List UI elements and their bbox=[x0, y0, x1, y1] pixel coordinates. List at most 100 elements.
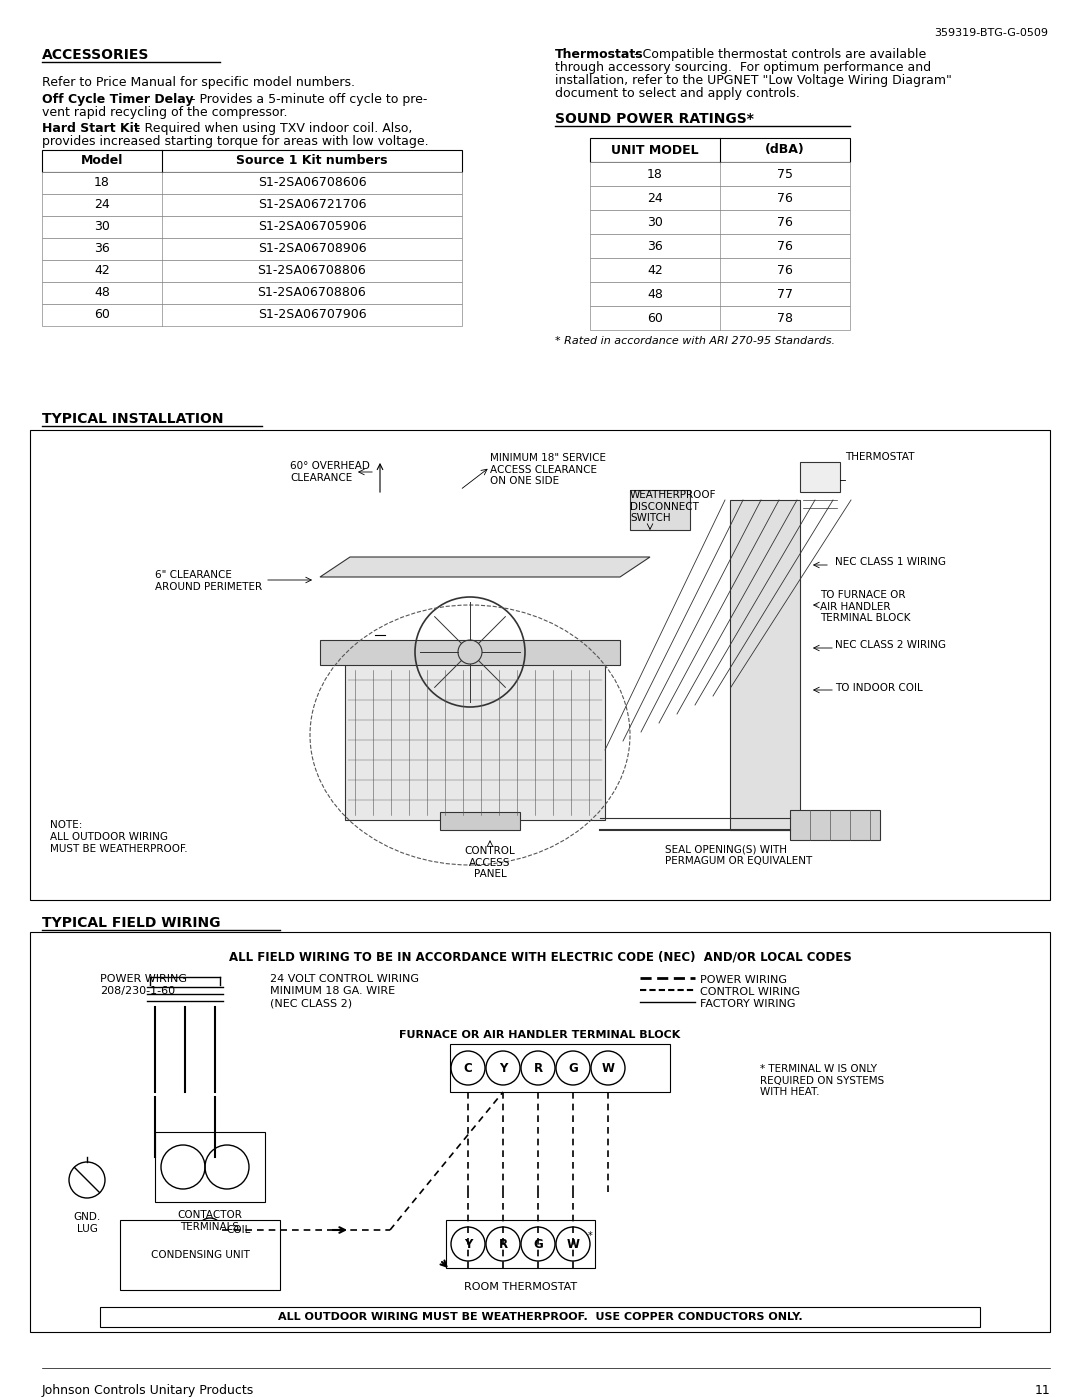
Text: - Provides a 5-minute off cycle to pre-: - Provides a 5-minute off cycle to pre- bbox=[187, 94, 428, 106]
Text: Refer to Price Manual for specific model numbers.: Refer to Price Manual for specific model… bbox=[42, 75, 355, 89]
Text: UNIT MODEL: UNIT MODEL bbox=[611, 144, 699, 156]
Text: 60: 60 bbox=[647, 312, 663, 324]
Bar bbox=[42, 149, 462, 172]
Text: ROOM THERMOSTAT: ROOM THERMOSTAT bbox=[464, 1282, 577, 1292]
Text: 36: 36 bbox=[94, 243, 110, 256]
Text: 30: 30 bbox=[647, 215, 663, 229]
Text: ALL OUTDOOR WIRING: ALL OUTDOOR WIRING bbox=[50, 833, 168, 842]
Text: COIL: COIL bbox=[226, 1225, 251, 1235]
Text: 24: 24 bbox=[647, 191, 663, 204]
Bar bbox=[450, 1044, 670, 1092]
Text: R: R bbox=[499, 1238, 508, 1250]
Bar bbox=[42, 260, 462, 282]
Text: Off Cycle Timer Delay: Off Cycle Timer Delay bbox=[42, 94, 193, 106]
Bar bbox=[590, 138, 850, 162]
Bar bbox=[42, 305, 462, 326]
Text: through accessory sourcing.  For optimum performance and: through accessory sourcing. For optimum … bbox=[555, 61, 931, 74]
Bar bbox=[30, 932, 1050, 1331]
Text: installation, refer to the UPGNET "Low Voltage Wiring Diagram": installation, refer to the UPGNET "Low V… bbox=[555, 74, 951, 87]
Bar bbox=[590, 282, 850, 306]
Text: Johnson Controls Unitary Products: Johnson Controls Unitary Products bbox=[42, 1384, 254, 1397]
Text: G: G bbox=[534, 1238, 543, 1250]
Polygon shape bbox=[730, 500, 800, 830]
Text: S1-2SA06705906: S1-2SA06705906 bbox=[258, 221, 366, 233]
Polygon shape bbox=[320, 640, 620, 665]
Text: MINIMUM 18" SERVICE
ACCESS CLEARANCE
ON ONE SIDE: MINIMUM 18" SERVICE ACCESS CLEARANCE ON … bbox=[490, 453, 606, 486]
Bar bbox=[120, 1220, 280, 1289]
Text: R: R bbox=[534, 1062, 542, 1074]
Text: FACTORY WIRING: FACTORY WIRING bbox=[700, 999, 796, 1009]
Text: 48: 48 bbox=[94, 286, 110, 299]
Text: TYPICAL INSTALLATION: TYPICAL INSTALLATION bbox=[42, 412, 224, 426]
Bar bbox=[630, 490, 690, 529]
Text: 18: 18 bbox=[647, 168, 663, 180]
Text: GND.
LUG: GND. LUG bbox=[73, 1213, 100, 1234]
Text: CONTACTOR
TERMINALS: CONTACTOR TERMINALS bbox=[177, 1210, 242, 1232]
Text: 76: 76 bbox=[778, 191, 793, 204]
Text: CONDENSING UNIT: CONDENSING UNIT bbox=[150, 1250, 249, 1260]
Text: NEC CLASS 2 WIRING: NEC CLASS 2 WIRING bbox=[835, 640, 946, 650]
Text: TO FURNACE OR
AIR HANDLER
TERMINAL BLOCK: TO FURNACE OR AIR HANDLER TERMINAL BLOCK bbox=[820, 590, 910, 623]
Text: SOUND POWER RATINGS*: SOUND POWER RATINGS* bbox=[555, 112, 754, 126]
Text: 77: 77 bbox=[777, 288, 793, 300]
Text: SEAL OPENING(S) WITH
PERMAGUM OR EQUIVALENT: SEAL OPENING(S) WITH PERMAGUM OR EQUIVAL… bbox=[665, 844, 812, 866]
Bar bbox=[590, 162, 850, 186]
Text: *: * bbox=[588, 1231, 593, 1241]
Text: 208/230-1-60: 208/230-1-60 bbox=[100, 986, 175, 996]
Text: 24: 24 bbox=[94, 198, 110, 211]
Bar bbox=[42, 282, 462, 305]
Bar bbox=[590, 186, 850, 210]
Text: Y: Y bbox=[499, 1062, 508, 1074]
Text: 18: 18 bbox=[94, 176, 110, 190]
Text: MINIMUM 18 GA. WIRE: MINIMUM 18 GA. WIRE bbox=[270, 986, 395, 996]
Text: ALL FIELD WIRING TO BE IN ACCORDANCE WITH ELECTRIC CODE (NEC)  AND/OR LOCAL CODE: ALL FIELD WIRING TO BE IN ACCORDANCE WIT… bbox=[229, 950, 851, 963]
Text: 48: 48 bbox=[647, 288, 663, 300]
Text: 30: 30 bbox=[94, 221, 110, 233]
Text: 60° OVERHEAD
CLEARANCE: 60° OVERHEAD CLEARANCE bbox=[291, 461, 369, 483]
Text: TO INDOOR COIL: TO INDOOR COIL bbox=[835, 683, 922, 693]
Text: Y: Y bbox=[463, 1238, 472, 1250]
Bar bbox=[30, 430, 1050, 900]
Text: (dBA): (dBA) bbox=[765, 144, 805, 156]
Polygon shape bbox=[320, 557, 650, 577]
Text: 36: 36 bbox=[647, 239, 663, 253]
Text: * Rated in accordance with ARI 270-95 Standards.: * Rated in accordance with ARI 270-95 St… bbox=[555, 337, 835, 346]
Text: 11: 11 bbox=[1035, 1384, 1050, 1397]
Bar bbox=[156, 1132, 265, 1201]
Text: S1-2SA06708606: S1-2SA06708606 bbox=[258, 176, 366, 190]
Bar bbox=[42, 194, 462, 217]
Text: NOTE:: NOTE: bbox=[50, 820, 82, 830]
Bar bbox=[590, 235, 850, 258]
Bar bbox=[440, 812, 519, 830]
Bar bbox=[590, 258, 850, 282]
Bar bbox=[42, 237, 462, 260]
Text: 60: 60 bbox=[94, 309, 110, 321]
Text: document to select and apply controls.: document to select and apply controls. bbox=[555, 87, 800, 101]
Text: Hard Start Kit: Hard Start Kit bbox=[42, 122, 139, 136]
Bar bbox=[42, 217, 462, 237]
Text: CONTROL
ACCESS
PANEL: CONTROL ACCESS PANEL bbox=[464, 847, 515, 879]
Text: Model: Model bbox=[81, 155, 123, 168]
Text: Thermostats: Thermostats bbox=[555, 47, 644, 61]
Text: W: W bbox=[602, 1062, 615, 1074]
Text: 76: 76 bbox=[778, 264, 793, 277]
Text: NEC CLASS 1 WIRING: NEC CLASS 1 WIRING bbox=[835, 557, 946, 567]
Text: G: G bbox=[568, 1062, 578, 1074]
Text: C: C bbox=[463, 1062, 472, 1074]
Text: 6" CLEARANCE
AROUND PERIMETER: 6" CLEARANCE AROUND PERIMETER bbox=[156, 570, 262, 591]
Text: - Compatible thermostat controls are available: - Compatible thermostat controls are ava… bbox=[630, 47, 927, 61]
Text: 42: 42 bbox=[94, 264, 110, 278]
Text: S1-2SA06708806: S1-2SA06708806 bbox=[258, 264, 366, 278]
Text: THERMOSTAT: THERMOSTAT bbox=[845, 453, 915, 462]
Text: POWER WIRING: POWER WIRING bbox=[700, 975, 787, 985]
Text: WEATHERPROOF
DISCONNECT
SWITCH: WEATHERPROOF DISCONNECT SWITCH bbox=[630, 490, 716, 524]
Text: MUST BE WEATHERPROOF.: MUST BE WEATHERPROOF. bbox=[50, 844, 188, 854]
Text: POWER WIRING: POWER WIRING bbox=[100, 974, 187, 983]
Text: (NEC CLASS 2): (NEC CLASS 2) bbox=[270, 997, 352, 1009]
Text: 76: 76 bbox=[778, 215, 793, 229]
Text: provides increased starting torque for areas with low voltage.: provides increased starting torque for a… bbox=[42, 136, 429, 148]
Bar bbox=[446, 1220, 595, 1268]
Text: * TERMINAL W IS ONLY
REQUIRED ON SYSTEMS
WITH HEAT.: * TERMINAL W IS ONLY REQUIRED ON SYSTEMS… bbox=[760, 1065, 885, 1097]
Bar bbox=[789, 810, 880, 840]
Bar bbox=[800, 462, 840, 492]
